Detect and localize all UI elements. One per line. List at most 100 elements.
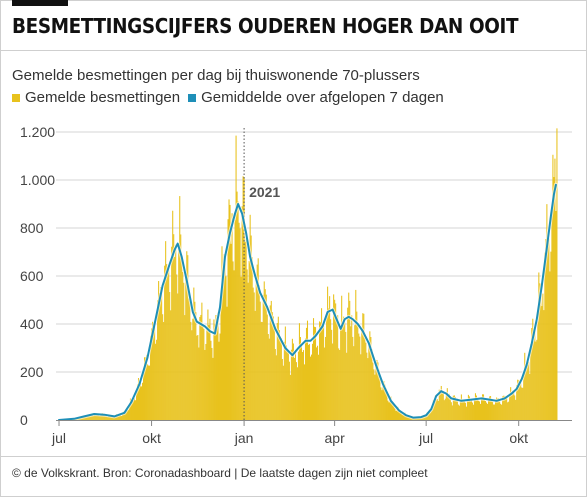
daily-bar [179, 196, 181, 420]
daily-bar [435, 399, 437, 420]
daily-bar [522, 387, 524, 420]
daily-bar [533, 341, 535, 420]
axes: 0 200 400 600 800 1.000 1.200 jul okt jan apr jul ok… [20, 124, 572, 446]
daily-bar [503, 395, 505, 420]
daily-bar [296, 367, 298, 420]
daily-bar [282, 365, 284, 420]
chart-title: BESMETTINGSCIJFERS OUDEREN HOGER DAN OOI… [12, 14, 519, 38]
daily-bar [92, 415, 94, 420]
daily-bar [216, 322, 218, 420]
daily-bar [548, 238, 550, 420]
daily-bar [474, 393, 476, 420]
daily-bar [541, 306, 543, 420]
daily-bar [262, 294, 264, 420]
daily-bar [228, 199, 230, 420]
daily-bar [429, 412, 431, 420]
daily-bar [189, 301, 191, 420]
daily-bar [119, 414, 121, 420]
daily-bar [308, 344, 311, 420]
y-tick-label: 400 [20, 316, 44, 332]
daily-bar [124, 412, 126, 420]
daily-bar [200, 314, 202, 420]
annotation-2021: 2021 [243, 128, 280, 420]
daily-bar [471, 402, 473, 420]
daily-bar [303, 364, 305, 420]
daily-bar [357, 324, 359, 420]
daily-bar [363, 313, 365, 420]
daily-bar [188, 298, 190, 420]
daily-bar [184, 315, 186, 420]
daily-bar [458, 405, 460, 420]
daily-bar [462, 400, 464, 420]
daily-bar [219, 333, 221, 420]
daily-bar [547, 240, 549, 420]
daily-bar [315, 327, 317, 420]
daily-bar [431, 407, 433, 420]
daily-bar [299, 337, 301, 420]
daily-bar [335, 303, 337, 420]
daily-bar [167, 267, 169, 420]
daily-bar [94, 413, 96, 420]
daily-bar [158, 281, 160, 420]
daily-bar [369, 331, 371, 420]
daily-bar [495, 399, 497, 420]
daily-bar [521, 387, 523, 420]
daily-bar [364, 337, 366, 420]
daily-bar [230, 243, 232, 420]
daily-bar [447, 395, 449, 420]
daily-bar [284, 326, 286, 420]
daily-bar [145, 357, 147, 420]
daily-bar [354, 325, 356, 420]
daily-bar [432, 400, 434, 420]
y-tick-label: 200 [20, 364, 44, 380]
daily-bar [195, 312, 197, 420]
daily-bar [544, 252, 546, 420]
daily-bar [174, 256, 176, 420]
daily-bar [166, 264, 168, 420]
daily-bar [100, 414, 102, 420]
daily-bar [153, 323, 155, 420]
daily-bar [291, 338, 293, 420]
legend-swatch-average [188, 93, 197, 102]
daily-bar [388, 402, 390, 420]
daily-bar [182, 272, 184, 420]
daily-bar [289, 374, 291, 420]
daily-bar [437, 400, 439, 420]
daily-bar [255, 274, 257, 420]
daily-bar [165, 241, 167, 420]
daily-bar [222, 277, 224, 420]
brand-bar [12, 0, 68, 6]
daily-bar [366, 352, 368, 420]
daily-bar [494, 404, 496, 420]
daily-bar [532, 318, 534, 420]
daily-bar [499, 401, 501, 420]
daily-bar [538, 272, 540, 420]
daily-bar [526, 363, 528, 420]
daily-bar [351, 315, 353, 420]
daily-bar [206, 328, 208, 420]
daily-bar [427, 413, 429, 420]
daily-bar [359, 336, 361, 420]
daily-bar [321, 308, 323, 420]
daily-bar [300, 343, 302, 420]
daily-bar [169, 292, 171, 420]
daily-bar [272, 316, 274, 420]
daily-bar [492, 401, 494, 420]
daily-bar [203, 328, 205, 420]
y-tick-label: 1.000 [20, 172, 55, 188]
daily-bar [464, 402, 466, 420]
daily-bar [377, 362, 379, 420]
daily-bar [314, 326, 316, 420]
daily-bar [117, 414, 119, 420]
daily-bar [160, 286, 162, 420]
daily-bar [514, 395, 516, 420]
daily-bar [397, 406, 399, 420]
daily-bar [401, 414, 403, 420]
daily-bar [554, 158, 556, 420]
daily-bar [539, 283, 541, 420]
daily-bar [142, 382, 144, 420]
daily-bar [436, 399, 438, 420]
x-tick-label: okt [509, 430, 528, 446]
daily-bar [237, 201, 239, 420]
